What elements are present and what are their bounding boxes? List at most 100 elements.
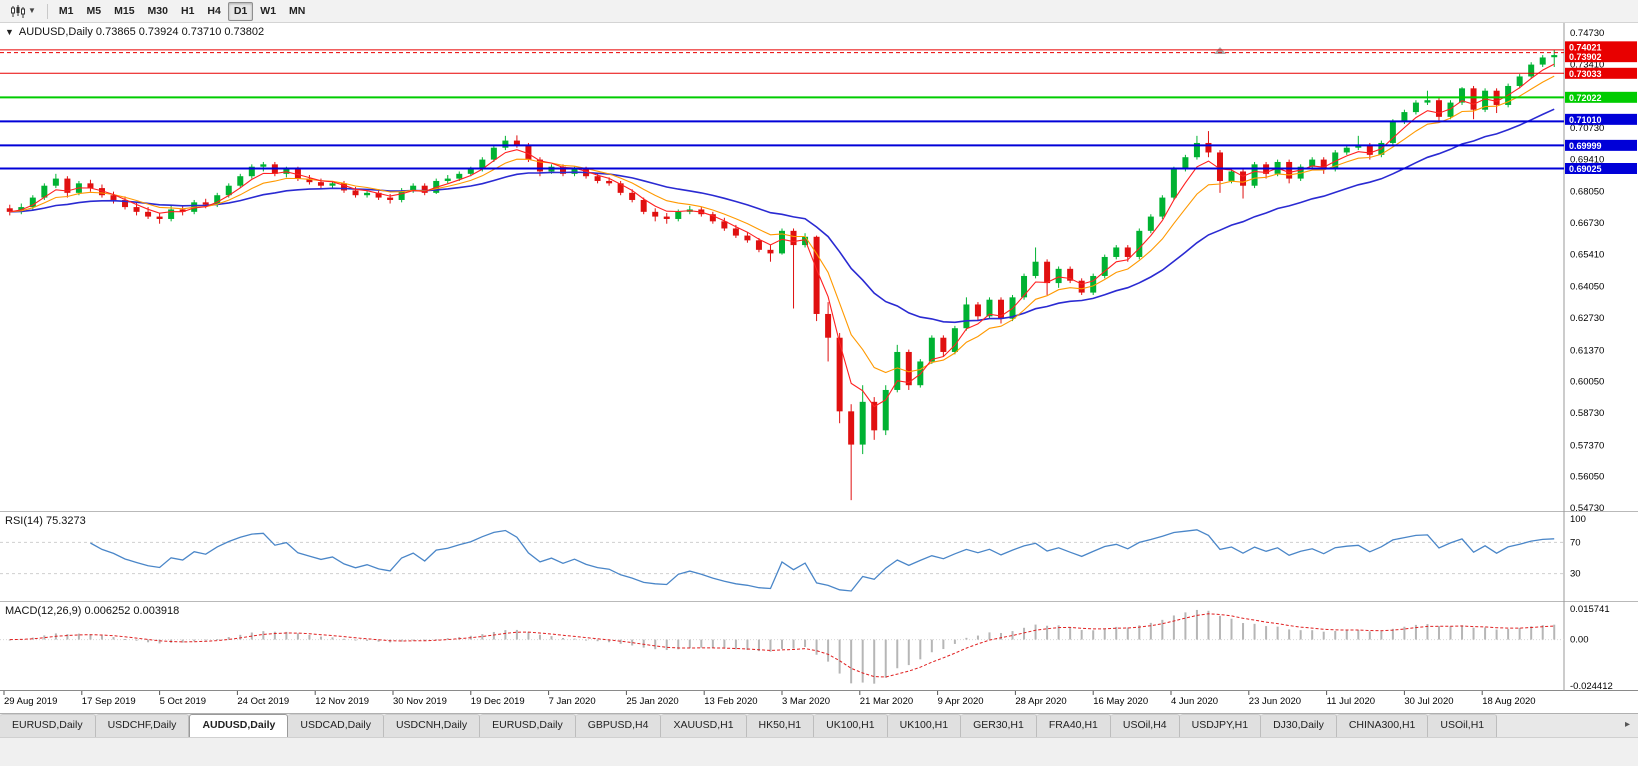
svg-text:0.60050: 0.60050 <box>1570 377 1604 388</box>
chart-tab-dj30-daily[interactable]: DJ30,Daily <box>1261 714 1337 737</box>
svg-text:4 Jun 2020: 4 Jun 2020 <box>1171 696 1218 707</box>
timeframe-button-m1[interactable]: M1 <box>58 5 74 17</box>
chart-tab-eurusd-daily[interactable]: EURUSD,Daily <box>0 714 96 737</box>
svg-text:0.69025: 0.69025 <box>1569 164 1602 174</box>
svg-text:5 Oct 2019: 5 Oct 2019 <box>160 696 206 707</box>
svg-text:12 Nov 2019: 12 Nov 2019 <box>315 696 369 707</box>
timeframe-button-w1[interactable]: W1 <box>260 5 277 17</box>
svg-text:0.00: 0.00 <box>1570 635 1589 646</box>
timeframe-button-d1[interactable]: D1 <box>227 1 254 21</box>
svg-text:70: 70 <box>1570 537 1581 548</box>
toolbar-separator <box>46 3 48 19</box>
svg-text:13 Feb 2020: 13 Feb 2020 <box>704 696 757 707</box>
svg-text:0.71010: 0.71010 <box>1569 115 1602 125</box>
chevron-down-icon: ▼ <box>28 6 36 15</box>
chart-type-button[interactable]: ▼ <box>4 2 42 21</box>
svg-text:16 May 2020: 16 May 2020 <box>1093 696 1148 707</box>
chart-tab-audusd-daily[interactable]: AUDUSD,Daily <box>189 714 289 737</box>
rsi-indicator-label: RSI(14) 75.3273 <box>5 515 86 527</box>
svg-text:3 Mar 2020: 3 Mar 2020 <box>782 696 830 707</box>
svg-text:0.015741: 0.015741 <box>1570 604 1610 615</box>
svg-text:0.70730: 0.70730 <box>1570 123 1604 134</box>
chart-frame <box>0 23 1638 691</box>
svg-text:0.73033: 0.73033 <box>1569 69 1602 79</box>
svg-text:0.54730: 0.54730 <box>1570 503 1604 514</box>
chart-tab-china300-h1[interactable]: CHINA300,H1 <box>1336 714 1429 737</box>
timeframe-button-m30[interactable]: M30 <box>147 5 168 17</box>
svg-text:0.68050: 0.68050 <box>1570 187 1604 198</box>
timeframe-button-mn[interactable]: MN <box>289 5 306 17</box>
tab-scroll-right-button[interactable]: ▸ <box>1624 719 1630 730</box>
svg-text:0.57370: 0.57370 <box>1570 440 1604 451</box>
svg-text:100: 100 <box>1570 514 1586 525</box>
chart-tab-usdchf-daily[interactable]: USDCHF,Daily <box>95 714 190 737</box>
svg-text:18 Aug 2020: 18 Aug 2020 <box>1482 696 1535 707</box>
chart-tab-usoil-h4[interactable]: USOil,H4 <box>1110 714 1180 737</box>
chart-tab-usdjpy-h1[interactable]: USDJPY,H1 <box>1179 714 1262 737</box>
chart-tab-gbpusd-h4[interactable]: GBPUSD,H4 <box>575 714 662 737</box>
chart-shift-marker <box>1214 47 1226 54</box>
svg-text:0.64050: 0.64050 <box>1570 282 1604 293</box>
chart-tab-hk50-h1[interactable]: HK50,H1 <box>746 714 815 737</box>
chart-tab-uk100-h1[interactable]: UK100,H1 <box>814 714 888 737</box>
timeframe-button-m5[interactable]: M5 <box>86 5 102 17</box>
svg-text:0.73902: 0.73902 <box>1569 52 1602 62</box>
moving-averages <box>9 63 1555 408</box>
chart-menu-icon[interactable]: ▼ <box>5 26 14 37</box>
svg-text:30 Jul 2020: 30 Jul 2020 <box>1404 696 1453 707</box>
chart-tab-usdcnh-daily[interactable]: USDCNH,Daily <box>383 714 481 737</box>
svg-text:9 Apr 2020: 9 Apr 2020 <box>938 696 984 707</box>
chart-tab-uk100-h1[interactable]: UK100,H1 <box>887 714 962 737</box>
svg-text:0.73410: 0.73410 <box>1570 59 1604 70</box>
svg-text:0.58730: 0.58730 <box>1570 408 1604 419</box>
svg-text:0.72022: 0.72022 <box>1569 93 1602 103</box>
svg-text:23 Jun 2020: 23 Jun 2020 <box>1249 696 1301 707</box>
price-axis: 0.74730 0.73410 0.70730 0.69410 0.68050 0.667… <box>1570 28 1604 514</box>
svg-text:-0.024412: -0.024412 <box>1570 681 1613 692</box>
chart-tab-xauusd-h1[interactable]: XAUUSD,H1 <box>661 714 747 737</box>
timeframe-button-h1[interactable]: H1 <box>180 5 195 17</box>
date-axis: 29 Aug 2019 17 Sep 2019 5 Oct 2019 24 Oct 2… <box>3 691 1536 707</box>
svg-text:0.69999: 0.69999 <box>1569 141 1602 151</box>
toolbar: ▼ M1 M5 M15 M30 H1 H4 D1 W1 MN <box>0 0 1638 23</box>
timeframe-button-h4[interactable]: H4 <box>207 5 221 17</box>
svg-text:30: 30 <box>1570 569 1581 580</box>
chart-area: ▼ AUDUSD,Daily 0.73865 0.73924 0.73710 0… <box>0 23 1638 713</box>
timeframe-buttons: M1 M5 M15 M30 H1 H4 D1 W1 MN <box>53 1 311 21</box>
price-chart[interactable]: 0.74730 0.73410 0.70730 0.69410 0.68050 0.667… <box>0 23 1638 713</box>
svg-text:0.65410: 0.65410 <box>1570 249 1604 260</box>
rsi-pane: 100 70 30 <box>0 514 1586 592</box>
svg-text:28 Apr 2020: 28 Apr 2020 <box>1015 696 1066 707</box>
chart-ohlc-text: AUDUSD,Daily 0.73865 0.73924 0.73710 0.7… <box>18 26 265 38</box>
chart-ohlc-header: ▼ AUDUSD,Daily 0.73865 0.73924 0.73710 0… <box>5 26 264 38</box>
svg-text:0.61370: 0.61370 <box>1570 345 1604 356</box>
svg-text:0.69410: 0.69410 <box>1570 154 1604 165</box>
svg-text:0.56050: 0.56050 <box>1570 472 1604 483</box>
svg-text:11 Jul 2020: 11 Jul 2020 <box>1327 696 1375 707</box>
horizontal-lines[interactable] <box>0 49 1564 170</box>
candles-layer <box>6 49 1558 501</box>
svg-text:24 Oct 2019: 24 Oct 2019 <box>237 696 289 707</box>
svg-text:17 Sep 2019: 17 Sep 2019 <box>82 696 136 707</box>
macd-pane: 0.015741 0.00 -0.024412 <box>0 604 1613 692</box>
candlestick-chart-icon <box>11 4 25 18</box>
chart-tab-usoil-h1[interactable]: USOil,H1 <box>1428 714 1498 737</box>
chart-tab-bar: EURUSD,Daily USDCHF,Daily AUDUSD,Daily USDC… <box>0 713 1638 737</box>
chart-tab-usdcad-daily[interactable]: USDCAD,Daily <box>288 714 384 737</box>
svg-text:0.74730: 0.74730 <box>1570 28 1604 39</box>
svg-text:25 Jan 2020: 25 Jan 2020 <box>626 696 678 707</box>
timeframe-button-m15[interactable]: M15 <box>114 5 135 17</box>
svg-text:0.74021: 0.74021 <box>1569 42 1602 52</box>
status-bar <box>0 737 1638 766</box>
svg-text:21 Mar 2020: 21 Mar 2020 <box>860 696 913 707</box>
chart-tab-eurusd-daily[interactable]: EURUSD,Daily <box>480 714 576 737</box>
chart-tab-fra40-h1[interactable]: FRA40,H1 <box>1036 714 1111 737</box>
svg-text:29 Aug 2019: 29 Aug 2019 <box>4 696 57 707</box>
svg-text:0.66730: 0.66730 <box>1570 218 1604 229</box>
svg-text:7 Jan 2020: 7 Jan 2020 <box>549 696 596 707</box>
macd-indicator-label: MACD(12,26,9) 0.006252 0.003918 <box>5 605 180 617</box>
svg-text:0.62730: 0.62730 <box>1570 313 1604 324</box>
chart-tab-ger30-h1[interactable]: GER30,H1 <box>961 714 1037 737</box>
svg-text:30 Nov 2019: 30 Nov 2019 <box>393 696 447 707</box>
